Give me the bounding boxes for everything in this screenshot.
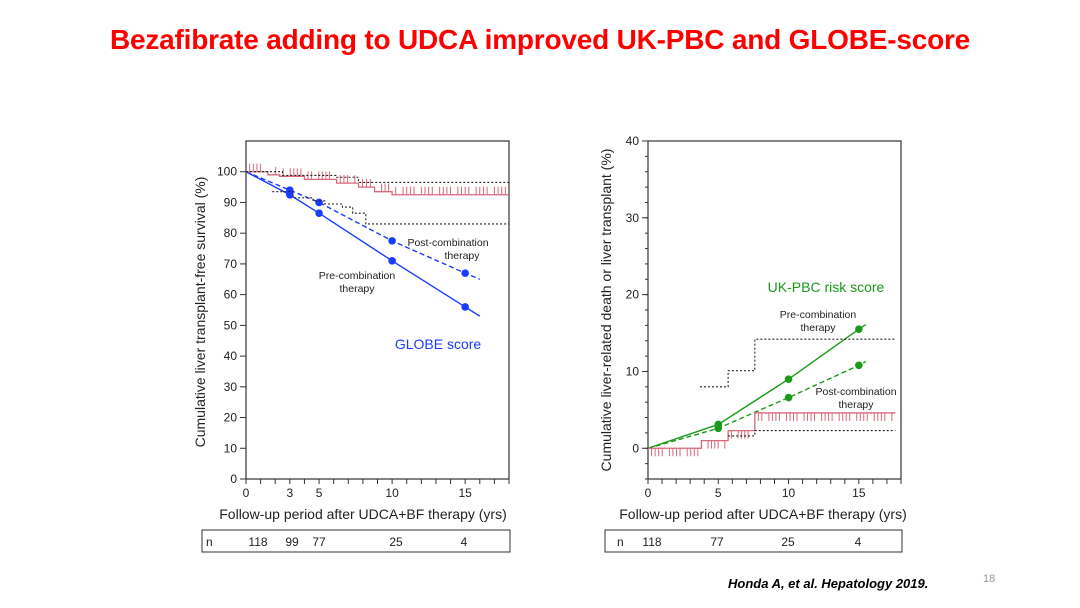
data-point	[461, 269, 469, 277]
risk-table: n 118 99 77 25 4	[206, 535, 468, 549]
globe-chart: 0 10 20 30 40 50 60 70 80 90 100 0 3 5 10 15 Cumulativ…	[192, 140, 511, 553]
x-tick-label: 15	[852, 486, 866, 500]
y-tick-label: 20	[626, 288, 640, 302]
risk-table-value: 25	[781, 535, 795, 549]
data-point	[388, 237, 396, 245]
slide-title: Bezafibrate adding to UDCA improved UK-P…	[109, 24, 971, 55]
x-tick-label: 15	[458, 486, 472, 500]
risk-table: n 118 77 25 4	[617, 535, 862, 549]
risk-table-value: 99	[285, 535, 299, 549]
x-tick-label: 0	[645, 486, 652, 500]
annotation-pre-combination-line2: therapy	[339, 283, 375, 295]
data-point	[714, 424, 723, 433]
ukpbc-score-label: UK-PBC risk score	[768, 279, 885, 295]
risk-table-box	[201, 529, 511, 553]
annotation-pre-combination: Pre-combination	[780, 309, 857, 321]
data-point	[855, 361, 863, 370]
data-point	[784, 393, 793, 402]
y-tick-label: 10	[224, 441, 238, 455]
data-point	[855, 325, 863, 334]
y-axis-label: Cumulative liver-related death or liver …	[598, 149, 614, 472]
risk-table-value: 25	[389, 535, 403, 549]
y-tick-label: 0	[632, 441, 639, 455]
y-axis-label: Cumulative liver transplant-free surviva…	[192, 177, 208, 448]
y-tick-label: 90	[224, 195, 238, 209]
y-tick-label: 20	[224, 411, 238, 425]
data-point	[315, 209, 323, 218]
km-confidence-bound	[246, 171, 509, 184]
risk-table-label: n	[206, 535, 213, 549]
annotation-post-combination: Post-combination	[407, 237, 488, 249]
ukpbc-chart: 0 10 20 30 40 0 5 10 15 Cumulative liver-relate…	[598, 134, 907, 553]
risk-table-value: 77	[710, 535, 724, 549]
y-tick-label: 60	[224, 288, 238, 302]
y-tick-label: 50	[224, 318, 238, 332]
plot-frame	[647, 140, 902, 480]
annotation-pre-combination: Pre-combination	[319, 270, 396, 282]
citation: Honda A, et al. Hepatology 2019.	[728, 576, 929, 591]
data-point	[461, 303, 469, 311]
risk-table-value: 4	[855, 535, 862, 549]
x-tick-label: 5	[715, 486, 722, 500]
data-point	[315, 198, 323, 207]
risk-table-value: 118	[642, 535, 661, 549]
y-tick-label: 40	[224, 349, 238, 363]
km-confidence-bound	[700, 338, 896, 388]
globe-score-label: GLOBE score	[395, 336, 482, 352]
annotation-post-combination: Post-combination	[815, 386, 896, 398]
y-tick-label: 0	[230, 472, 237, 486]
x-axis-label: Follow-up period after UDCA+BF therapy (…	[619, 506, 907, 522]
x-tick-label: 10	[782, 486, 796, 500]
x-tick-label: 10	[385, 486, 399, 500]
km-confidence-bound	[728, 430, 896, 437]
y-tick-label: 100	[217, 165, 237, 179]
x-tick-label: 0	[243, 486, 250, 500]
x-tick-label: 3	[286, 486, 293, 500]
y-tick-label: 10	[626, 364, 640, 378]
annotation-post-combination-line2: therapy	[444, 250, 480, 262]
risk-table-box	[604, 529, 903, 553]
data-point	[784, 375, 793, 383]
y-tick-label: 80	[224, 226, 238, 240]
annotation-pre-combination-line2: therapy	[800, 322, 836, 334]
y-tick-label: 40	[626, 134, 640, 148]
risk-table-value: 118	[248, 535, 267, 549]
km-confidence-bound	[272, 191, 509, 225]
page-number: 18	[983, 573, 996, 585]
x-axis-label: Follow-up period after UDCA+BF therapy (…	[219, 506, 507, 522]
risk-table-value: 77	[312, 535, 326, 549]
data-point	[286, 186, 294, 194]
annotation-post-combination-line2: therapy	[838, 399, 874, 411]
risk-table-value: 4	[461, 535, 468, 549]
km-observed-curve	[246, 171, 509, 196]
x-tick-label: 5	[316, 486, 323, 500]
y-tick-label: 30	[626, 211, 640, 225]
y-tick-label: 70	[224, 257, 238, 271]
post-combination-line	[647, 360, 867, 449]
y-tick-label: 30	[224, 380, 238, 394]
risk-table-label: n	[617, 535, 624, 549]
post-combination-line	[245, 171, 481, 280]
data-point	[388, 257, 396, 265]
